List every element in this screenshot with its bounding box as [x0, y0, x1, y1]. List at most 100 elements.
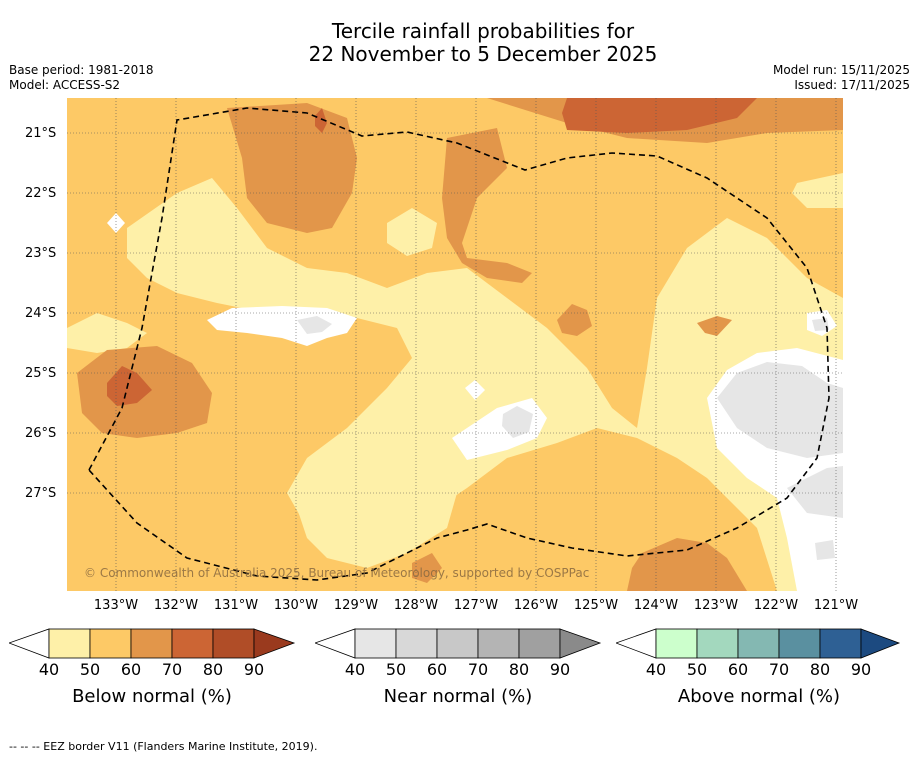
colorbar-below-tick: 80: [202, 660, 224, 679]
region-below-70-80-north-spot: [315, 108, 327, 133]
colorbar-near-min-arrow: [315, 628, 356, 659]
meta-right: Model run: 15/11/2025 Issued: 17/11/2025: [773, 63, 910, 93]
lat-label: 21°S: [25, 126, 57, 141]
colorbar-near-tick: 50: [385, 660, 407, 679]
colorbar-below-swatch: [212, 628, 255, 659]
meta-left: Base period: 1981-2018 Model: ACCESS-S2: [9, 63, 154, 93]
colorbar-above-tick: 90: [850, 660, 872, 679]
colorbar-below-max-arrow: [253, 628, 296, 659]
colorbar-near-label: Near normal (%): [383, 686, 533, 707]
map-title-line1: Tercile rainfall probabilities for: [331, 19, 635, 43]
lon-label: 131°W: [213, 598, 259, 613]
colorbar-below-swatch: [130, 628, 173, 659]
region-below-40-50-south: [297, 478, 457, 568]
model-run-text: Model run: 15/11/2025: [772, 63, 910, 77]
region-below-60-70-spot2: [697, 316, 732, 336]
graticule: [67, 98, 843, 591]
copyright-notice: © Commonwealth of Australia 2025, Bureau…: [84, 566, 590, 580]
colorbar-above-tick: 50: [686, 660, 708, 679]
colorbar-below-tick: 90: [243, 660, 265, 679]
model-text: Model: ACCESS-S2: [9, 78, 121, 92]
colorbar-above-tick: 60: [727, 660, 749, 679]
region-below-60-70-band: [442, 128, 532, 283]
lat-label: 22°S: [25, 186, 57, 201]
lon-label: 133°W: [93, 598, 139, 613]
colorbar-near-swatch: [436, 628, 479, 659]
lon-label: 123°W: [693, 598, 739, 613]
lat-label: 27°S: [25, 486, 57, 501]
eez-border: [88, 107, 830, 581]
colorbar-below-swatch: [171, 628, 214, 659]
colorbar-above-swatch: [737, 628, 780, 659]
region-white-central-spot: [465, 380, 485, 400]
colorbar-near-swatch: [395, 628, 438, 659]
colorbar-above-swatch: [778, 628, 821, 659]
colorbar-below-tick: 40: [38, 660, 60, 679]
lat-label: 25°S: [25, 366, 57, 381]
region-below-60-70-south: [627, 538, 747, 591]
colorbar-near-tick: 90: [549, 660, 571, 679]
colorbar-below-label: Below normal (%): [72, 686, 232, 707]
map-title-line2: 22 November to 5 December 2025: [308, 42, 658, 66]
colorbar-near-swatch: [354, 628, 397, 659]
region-below-70-80-northeast: [562, 98, 757, 133]
region-white-west: [207, 306, 357, 346]
lon-label: 126°W: [513, 598, 559, 613]
lat-label: 23°S: [25, 246, 57, 261]
colorbar-above-tick: 70: [768, 660, 790, 679]
lon-label: 130°W: [273, 598, 319, 613]
region-below-40-50-west: [67, 313, 147, 353]
colorbar-near-tick: 40: [344, 660, 366, 679]
colorbar-above-tick: 40: [645, 660, 667, 679]
region-below-40-50-central: [127, 178, 843, 591]
colorbar-above-max-arrow: [860, 628, 901, 659]
lon-label: 124°W: [633, 598, 679, 613]
lat-label: 24°S: [25, 306, 57, 321]
colorbar-below-swatch: [48, 628, 91, 659]
lon-label: 127°W: [453, 598, 499, 613]
colorbar-above-swatch: [696, 628, 739, 659]
base-period-text: Base period: 1981-2018: [9, 63, 154, 77]
region-below-70-80-west: [107, 366, 152, 406]
region-below-60-70-northcentral: [227, 103, 357, 233]
lon-label: 129°W: [333, 598, 379, 613]
map-panel: [67, 98, 843, 591]
lon-label: 132°W: [153, 598, 199, 613]
region-white-west-spot: [107, 213, 125, 233]
colorbar-near-tick: 60: [426, 660, 448, 679]
colorbar-near-swatch: [518, 628, 561, 659]
region-below-40-50-north: [387, 208, 437, 256]
region-below-60-70-spot1: [557, 304, 592, 336]
lat-label: 26°S: [25, 426, 57, 441]
colorbar-near-max-arrow: [559, 628, 602, 659]
colorbar-above-swatch: [655, 628, 698, 659]
region-near-40-50-east2: [787, 466, 843, 518]
colorbar-below-tick: 70: [161, 660, 183, 679]
colorbar-near-tick: 80: [508, 660, 530, 679]
lon-label: 121°W: [813, 598, 859, 613]
colorbar-above: [616, 628, 901, 659]
colorbar-below-swatch: [89, 628, 132, 659]
colorbar-above-min-arrow: [616, 628, 657, 659]
colorbar-near: [315, 628, 602, 659]
region-near-40-50-west: [297, 316, 332, 334]
region-below-60-70-south2: [412, 553, 442, 583]
region-near-40-50-east: [717, 362, 843, 458]
colorbar-below: [9, 628, 296, 659]
lon-label: 128°W: [393, 598, 439, 613]
region-near-40-50-central: [502, 406, 533, 438]
colorbar-above-tick: 80: [809, 660, 831, 679]
issued-text: Issued: 17/11/2025: [794, 78, 910, 92]
colorbar-near-tick: 70: [467, 660, 489, 679]
lon-label: 122°W: [753, 598, 799, 613]
region-near-40-50-east3: [815, 540, 835, 560]
lon-label: 125°W: [573, 598, 619, 613]
colorbar-below-tick: 50: [79, 660, 101, 679]
colorbar-above-swatch: [819, 628, 862, 659]
colorbar-near-swatch: [477, 628, 520, 659]
eez-footnote: -- -- -- EEZ border V11 (Flanders Marine…: [9, 740, 318, 753]
colorbar-below-tick: 60: [120, 660, 142, 679]
colorbar-below-min-arrow: [9, 628, 50, 659]
map-canvas: [67, 98, 843, 591]
region-below-40-50-east: [792, 173, 843, 208]
